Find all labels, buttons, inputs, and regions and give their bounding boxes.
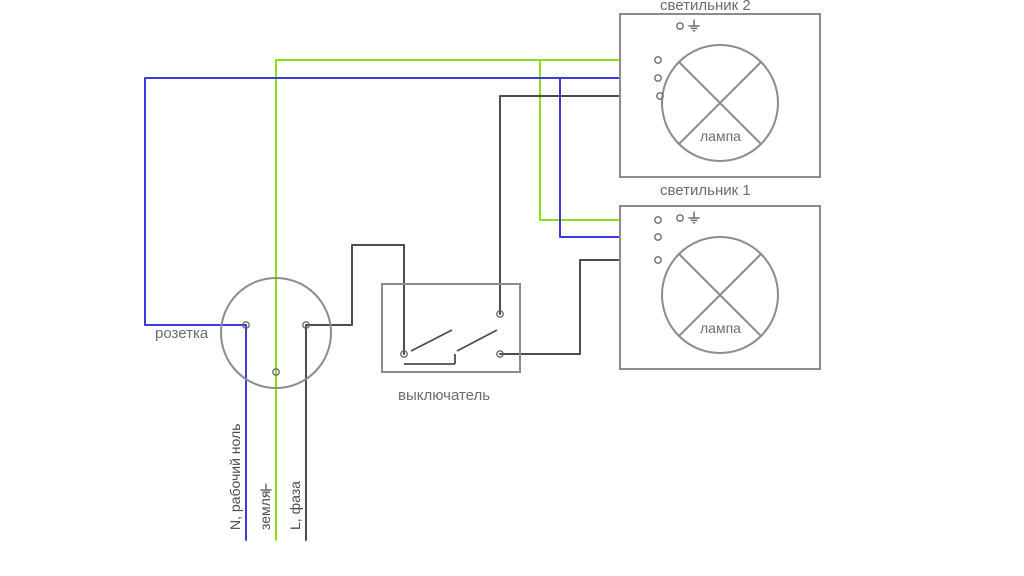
wiring-diagram: розетка выключатель лампа светильник 2 лампа… — [0, 0, 1024, 576]
phase-label: L, фаза — [287, 481, 303, 530]
lamp-fixture — [620, 14, 820, 177]
lamp-label: лампа — [700, 128, 741, 144]
switch-label: выключатель — [398, 387, 490, 404]
fixture2-title: светильник 2 — [660, 0, 751, 14]
fixture1-title: светильник 1 — [660, 182, 751, 199]
ground-label: земля — [257, 491, 273, 530]
lamp-label: лампа — [700, 320, 741, 336]
wire — [145, 78, 658, 325]
neutral-label: N, рабочий ноль — [227, 424, 243, 530]
lamp-fixture — [620, 206, 820, 369]
socket-label: розетка — [155, 325, 209, 342]
